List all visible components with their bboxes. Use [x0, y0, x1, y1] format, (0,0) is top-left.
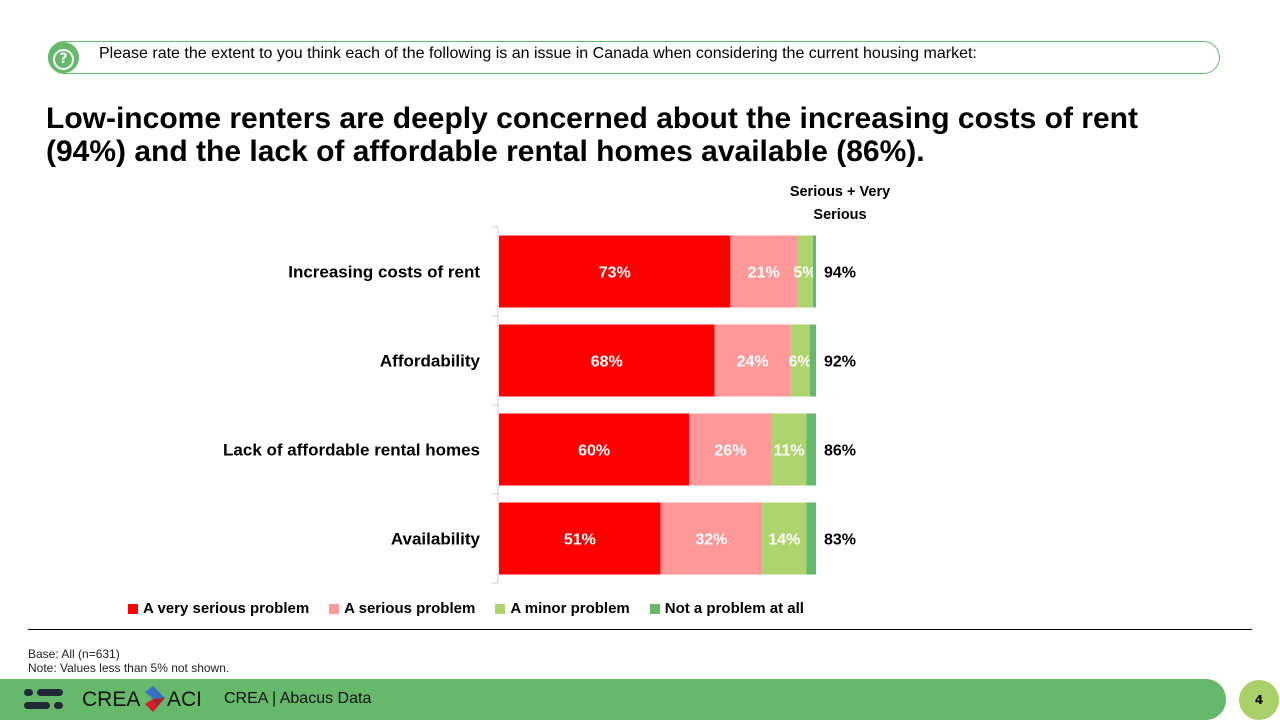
legend-item: A minor problem: [495, 600, 630, 617]
data-label: 11%: [773, 443, 804, 460]
bar-segment: [790, 324, 810, 397]
legend-label: A serious problem: [344, 600, 476, 617]
summary-value: 94%: [824, 265, 856, 282]
summary-value: 92%: [824, 354, 856, 371]
data-label: 14%: [768, 532, 800, 549]
summary-header: Serious + Very Serious: [789, 184, 891, 223]
data-label: 24%: [737, 354, 769, 371]
bar-segment: [796, 235, 813, 308]
bar-segment: [762, 502, 807, 575]
bar-segment: [730, 235, 797, 308]
data-label: 6%: [789, 354, 812, 371]
legend-swatch: [128, 603, 138, 614]
base-note: Base: All (n=631): [28, 647, 120, 661]
crea-logo-text: CREA: [82, 688, 141, 711]
legend-label: A very serious problem: [143, 600, 310, 617]
question-box: [48, 41, 1220, 74]
data-label: 51%: [564, 532, 596, 549]
bar-segment: [689, 413, 772, 486]
data-label: 26%: [714, 443, 746, 460]
legend-label: A minor problem: [510, 600, 630, 617]
page-number: 4: [1239, 680, 1279, 720]
bar-segment: [806, 413, 816, 486]
summary-value: 83%: [824, 532, 856, 549]
data-label: 5%: [793, 265, 816, 282]
footer-text: CREA | Abacus Data: [224, 690, 372, 707]
bar-segment: [714, 324, 791, 397]
page-title: Low-income renters are deeply concerned …: [46, 102, 1138, 168]
legend-item: A very serious problem: [128, 600, 309, 617]
bar-segment: [812, 235, 816, 308]
data-label: 32%: [695, 532, 727, 549]
bar-segment: [499, 324, 715, 397]
footer-bar: [0, 679, 1226, 720]
crea-diamond-icon: [145, 686, 165, 712]
summary-value: 86%: [824, 443, 856, 460]
legend-swatch: [649, 603, 660, 614]
bar-segment: [806, 502, 816, 575]
category-label: Increasing costs of rent: [288, 263, 480, 282]
data-label: 68%: [591, 354, 623, 371]
bar-segment: [660, 502, 763, 575]
category-label: Affordability: [380, 352, 481, 371]
legend-item: A serious problem: [329, 600, 475, 617]
legend-label: Not a problem at all: [664, 600, 804, 617]
data-label: 60%: [578, 443, 610, 460]
legend-swatch: [495, 603, 506, 614]
aci-logo-text: ACI: [167, 688, 203, 711]
data-label: 21%: [748, 265, 780, 282]
bar-segment: [499, 413, 690, 486]
abacus-logo: [24, 689, 64, 711]
divider: [28, 629, 1252, 630]
legend: A very serious problem A serious problem A…: [128, 600, 804, 617]
legend-item: Not a problem at all: [649, 600, 804, 617]
category-label: Availability: [391, 530, 481, 549]
values-note: Note: Values less than 5% not shown.: [28, 661, 230, 675]
bar-segment: [771, 413, 807, 486]
notes: Base: All (n=631) Note: Values less than…: [28, 647, 229, 675]
bar-segment: [809, 324, 816, 397]
category-label: Lack of affordable rental homes: [223, 441, 480, 460]
bar-segment: [499, 235, 731, 308]
data-label: 73%: [599, 265, 631, 282]
bar-segment: [499, 502, 661, 575]
question-text: Please rate the extent to you think each…: [99, 45, 977, 62]
legend-swatch: [329, 603, 340, 614]
